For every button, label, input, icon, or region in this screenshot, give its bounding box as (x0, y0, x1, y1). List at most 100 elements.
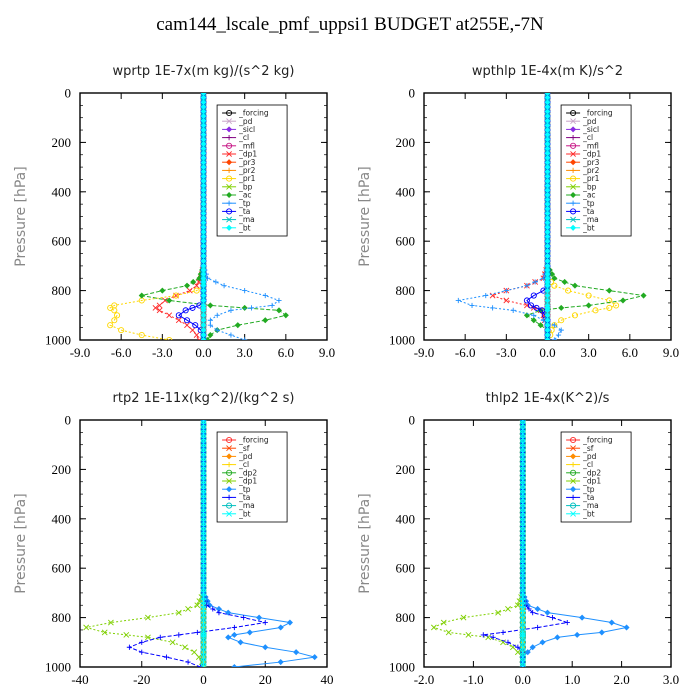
series-bt (200, 93, 207, 340)
legend-label: _sicl (238, 125, 255, 134)
data-point (277, 659, 284, 666)
legend-marker (570, 502, 577, 509)
legend-label: _cl (582, 460, 593, 469)
data-point (519, 546, 526, 553)
legend-label: _mfl (582, 141, 599, 150)
data-point (505, 639, 511, 645)
x-tick-label: 0.0 (515, 672, 531, 687)
data-point (519, 664, 526, 667)
data-point (465, 631, 472, 638)
y-axis-label: Pressure [hPa] (13, 493, 29, 593)
y-tick-label: 400 (52, 511, 72, 526)
legend-marker (226, 183, 233, 190)
data-point (200, 495, 207, 502)
legend-marker (570, 453, 577, 460)
legend-label: _pd (582, 452, 597, 461)
data-point (514, 602, 521, 609)
data-point (182, 644, 188, 651)
legend: _forcing_pd_sicl_cl_mfl_dp1_pr3_pr2_pr1_… (216, 104, 288, 237)
legend-item: _dp1 (566, 477, 601, 486)
legend-label: _pr1 (582, 174, 600, 183)
legend-item: _sf (566, 444, 594, 453)
data-point (157, 634, 163, 640)
data-point (207, 317, 213, 323)
data-point (189, 304, 196, 311)
data-point (519, 528, 526, 535)
data-point (619, 297, 626, 304)
legend-item: _pr1 (566, 174, 600, 183)
legend-label: _dp1 (582, 150, 601, 159)
data-point (262, 317, 269, 324)
legend-box (216, 431, 288, 523)
data-point (519, 631, 526, 638)
data-point (156, 302, 163, 309)
panel-title: thlp2 1E-4x(K^2)/s (486, 391, 610, 406)
data-point (262, 619, 268, 626)
data-point (275, 307, 282, 314)
data-point (510, 307, 516, 313)
data-point (551, 322, 557, 328)
data-point (221, 283, 227, 289)
data-point (123, 631, 130, 638)
legend-marker (226, 200, 232, 206)
y-tick-label: 200 (52, 462, 72, 477)
y-tick-label: 1000 (45, 660, 71, 675)
legend: _forcing_sf_pd_cl_dp2_dp1_tp_ta_ma_bt (560, 431, 632, 523)
data-point (503, 288, 509, 294)
data-point (519, 495, 526, 502)
data-point (169, 639, 176, 646)
data-point (242, 288, 248, 294)
legend-marker (570, 183, 577, 190)
data-point (200, 468, 207, 474)
panel-title: wpthlp 1E-4x(m K)/s^2 (472, 64, 623, 79)
data-point (184, 322, 190, 329)
legend-item: _pd (222, 452, 253, 461)
x-tick-label: 2.0 (613, 672, 629, 687)
x-tick-label: -2.0 (414, 672, 435, 687)
legend-item: _ma (566, 501, 599, 510)
data-point (234, 322, 241, 329)
data-point (519, 629, 526, 636)
data-point (166, 312, 173, 319)
data-point (200, 649, 207, 656)
legend-item: _dp1 (222, 150, 257, 159)
legend-marker (226, 167, 232, 173)
data-point (200, 589, 207, 596)
data-point (101, 629, 108, 636)
data-point (200, 481, 207, 488)
legend-marker (226, 469, 233, 476)
legend-item: _ta (222, 493, 250, 502)
legend-label: _forcing (582, 436, 613, 445)
data-point (231, 631, 238, 638)
data-point (519, 514, 526, 521)
data-point (535, 624, 541, 631)
legend-item: _pd (222, 117, 253, 126)
data-point (532, 279, 538, 285)
plot-area (455, 93, 647, 340)
x-tick-label: -6.0 (111, 345, 132, 360)
data-point (200, 659, 207, 665)
data-point (519, 458, 526, 465)
data-point (173, 292, 180, 299)
legend-item: _pr2 (222, 166, 256, 175)
data-point (231, 663, 238, 667)
data-point (107, 322, 114, 329)
data-point (519, 505, 526, 511)
data-point (519, 589, 526, 596)
data-point (163, 654, 170, 660)
data-point (118, 327, 125, 334)
data-point (519, 444, 526, 451)
legend-marker (570, 109, 577, 117)
data-point (242, 337, 248, 340)
data-point (200, 629, 207, 636)
y-tick-label: 200 (396, 462, 416, 477)
legend-marker (570, 159, 577, 166)
data-point (200, 598, 207, 605)
series-pr1 (107, 93, 207, 340)
legend-marker (226, 216, 233, 223)
legend-label: _forcing (238, 436, 269, 445)
legend-marker (226, 142, 233, 149)
data-point (571, 312, 578, 319)
data-point (145, 634, 151, 641)
data-point (200, 444, 207, 451)
